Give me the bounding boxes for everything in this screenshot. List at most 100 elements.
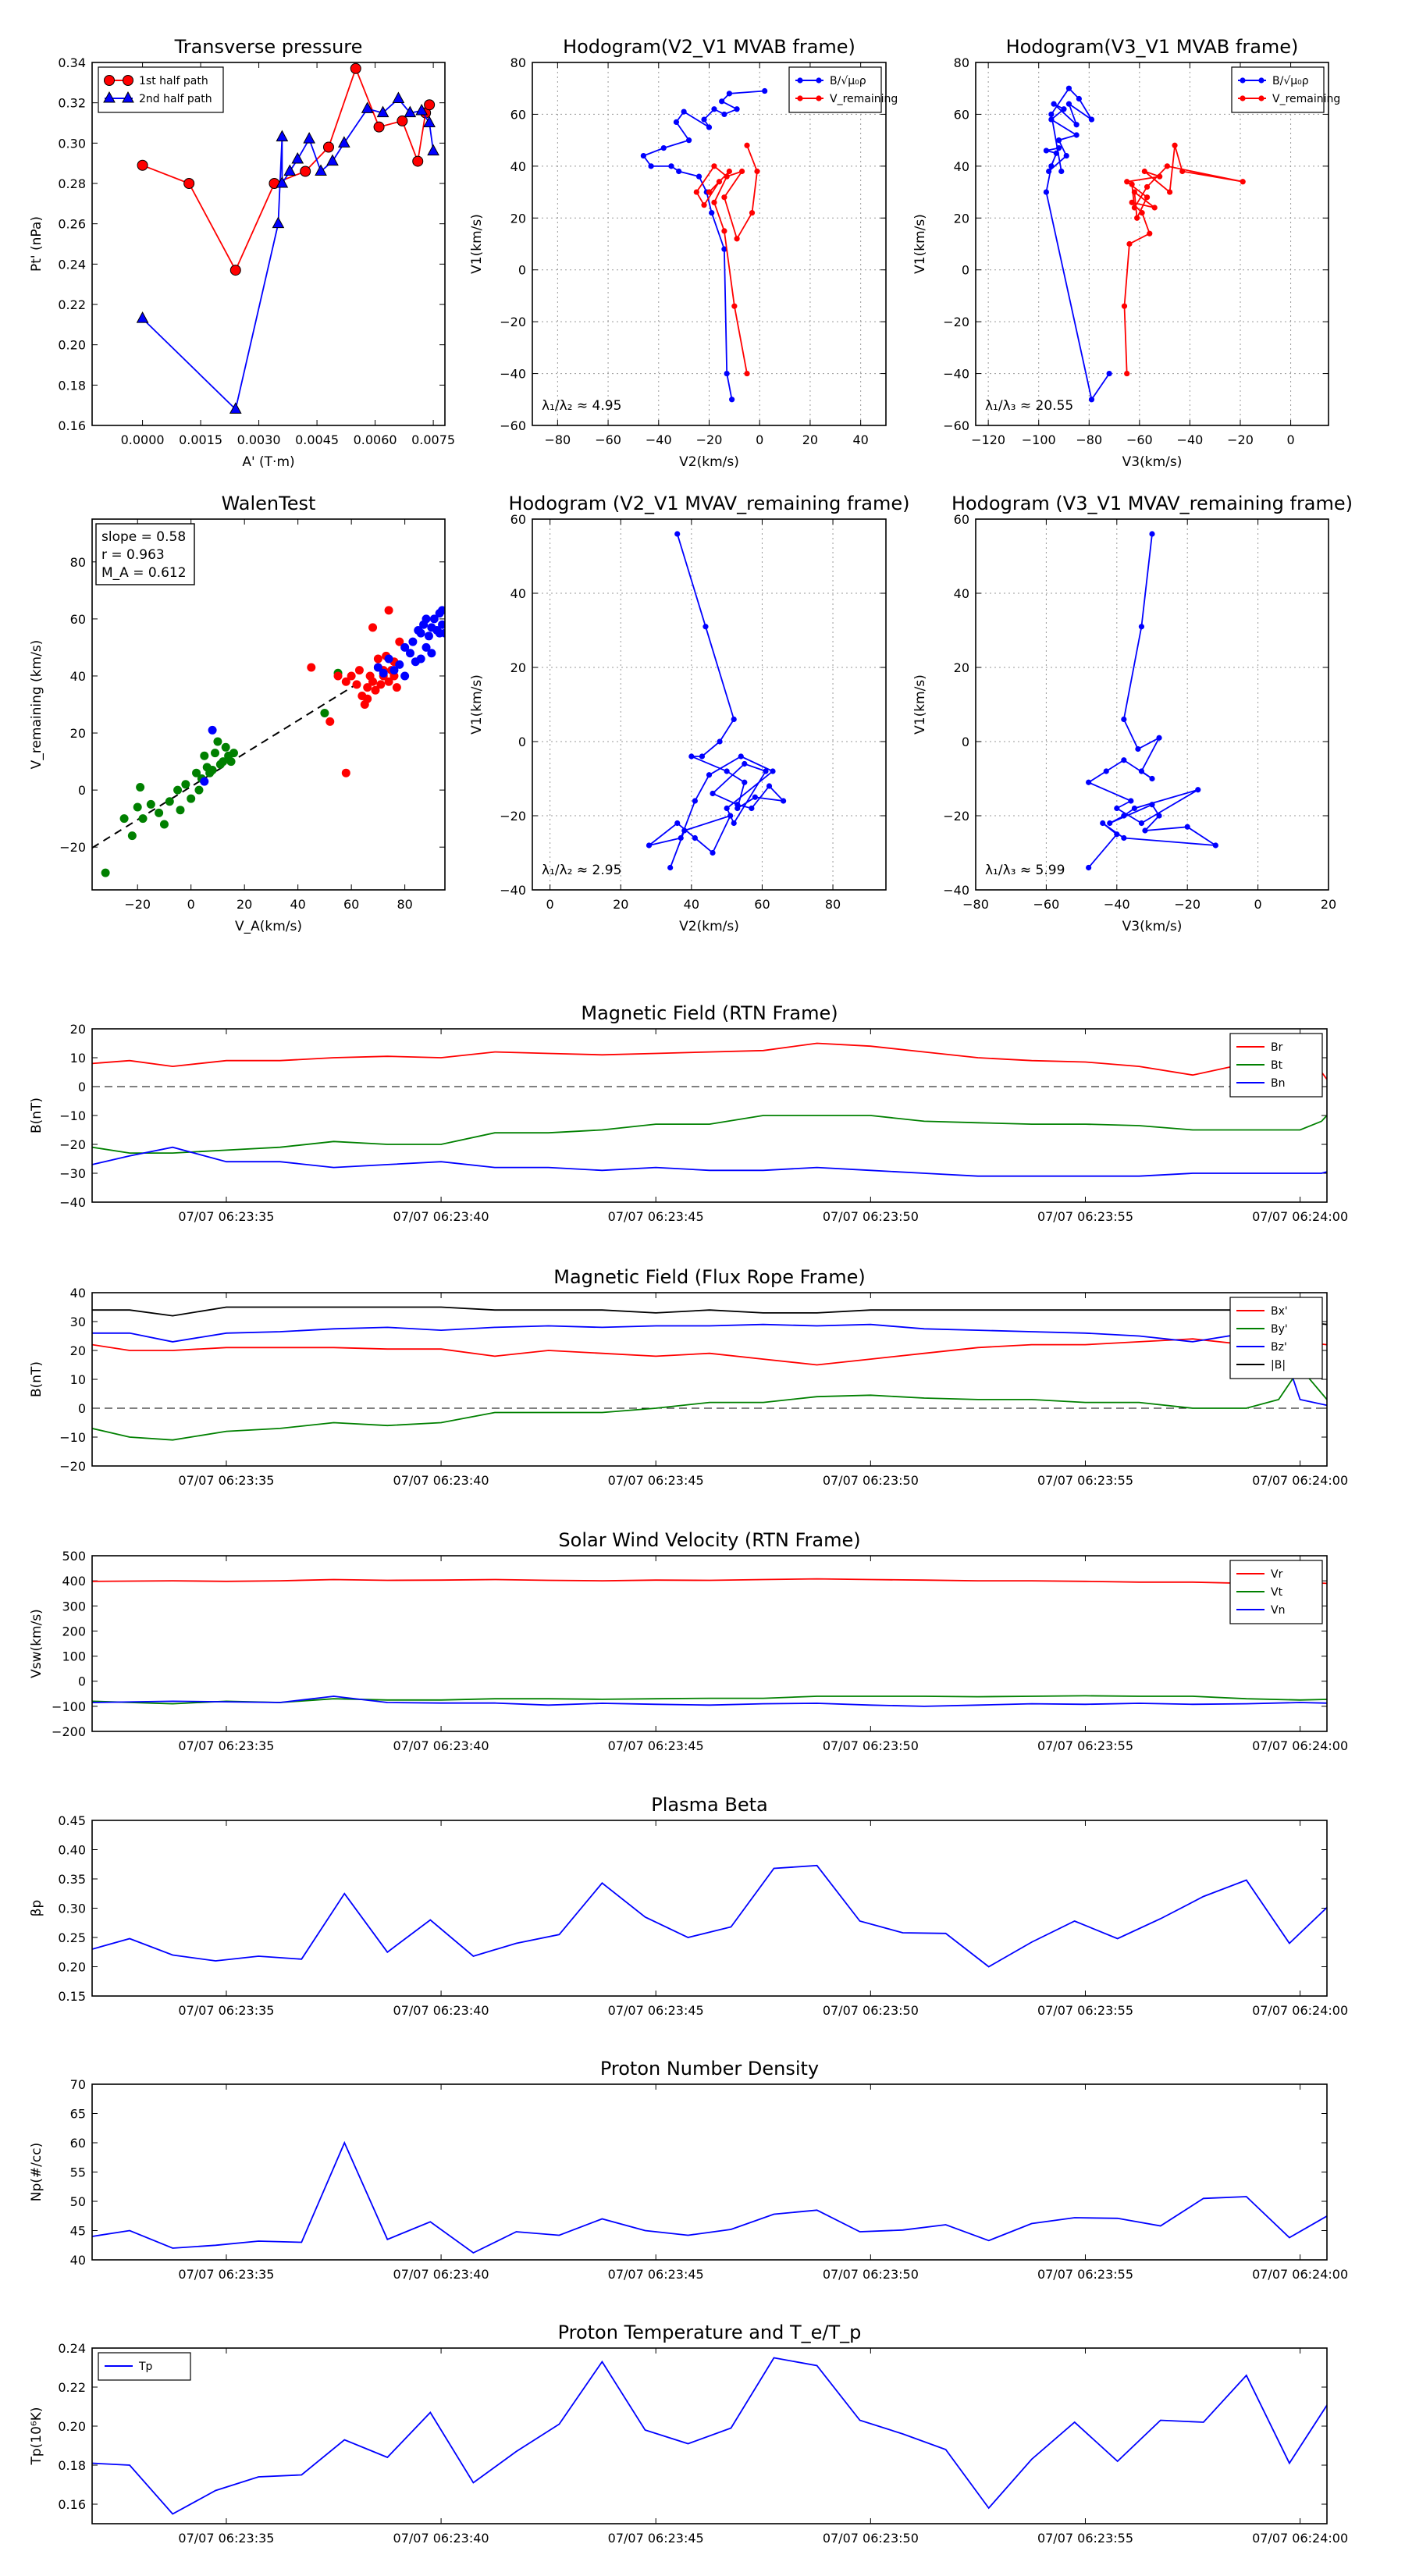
- x-tick-label: −80: [962, 897, 989, 912]
- data-point: [688, 753, 695, 760]
- series-line-Tp: [92, 2357, 1327, 2515]
- data-point: [731, 820, 737, 827]
- y-axis-label: V1(km/s): [912, 214, 928, 274]
- data-point: [1149, 531, 1155, 537]
- y-tick-label: 0.30: [58, 1902, 86, 1916]
- data-point: [438, 620, 445, 629]
- y-tick-label: 0.35: [58, 1872, 86, 1887]
- x-axis-label: V_A(km/s): [235, 919, 302, 934]
- chart-transverse: Transverse pressure 0.0000 0.0015 0.0030 0.0…: [29, 36, 455, 470]
- data-point: [706, 772, 713, 778]
- chart-title: Hodogram (V3_V1 MVAV_remaining frame): [951, 493, 1353, 514]
- x-tick-label: −60: [1033, 897, 1060, 912]
- y-tick-label: 20: [70, 1022, 86, 1037]
- x-tick-label: −20: [1227, 432, 1254, 447]
- data-point: [187, 794, 196, 803]
- data-point: [422, 614, 431, 624]
- y-tick-label: 0.32: [58, 96, 86, 111]
- data-point: [176, 806, 185, 815]
- x-tick-label: 07/07 06:24:00: [1252, 1738, 1348, 1753]
- y-tick-label: 0.45: [58, 1813, 86, 1828]
- y-tick-label: −100: [52, 1699, 86, 1714]
- data-point: [1058, 168, 1065, 175]
- data-point: [1121, 834, 1127, 841]
- data-point: [1100, 820, 1106, 827]
- data-point: [1053, 150, 1059, 156]
- data-point: [1157, 173, 1163, 180]
- chart-title: Magnetic Field (Flux Rope Frame): [553, 1266, 865, 1288]
- data-point: [408, 637, 418, 646]
- y-tick-label: −30: [59, 1166, 86, 1181]
- data-point: [416, 654, 425, 664]
- data-point: [1151, 205, 1158, 211]
- data-point: [724, 805, 730, 812]
- data-point: [1195, 787, 1201, 793]
- series-line-Bx': [92, 1338, 1327, 1366]
- data-point: [1129, 199, 1135, 205]
- x-tick-label: 60: [754, 897, 770, 912]
- x-tick-label: 07/07 06:23:55: [1037, 2003, 1133, 2018]
- data-point: [352, 680, 361, 689]
- plot-area: [92, 1042, 1327, 1177]
- legend-box: [1229, 1033, 1323, 1098]
- data-point: [701, 202, 707, 208]
- y-tick-label: −20: [500, 809, 526, 824]
- data-point: [138, 814, 148, 824]
- data-point: [404, 105, 417, 118]
- plot-area: [1043, 85, 1246, 403]
- x-tick-label: 0.0000: [121, 432, 165, 447]
- y-tick-label: 0.24: [58, 257, 86, 272]
- series-line-2nd half path: [141, 98, 434, 411]
- data-point: [272, 216, 285, 229]
- data-point: [681, 827, 688, 834]
- y-tick-label: 20: [954, 660, 969, 675]
- data-point: [1043, 189, 1049, 195]
- data-point: [1126, 240, 1133, 247]
- data-point: [1142, 827, 1148, 834]
- plot-frame: [532, 62, 887, 426]
- y-tick-label: 0: [78, 1674, 86, 1689]
- data-point: [101, 868, 110, 877]
- data-point: [692, 834, 698, 841]
- data-point: [315, 164, 327, 176]
- data-point: [173, 785, 183, 795]
- y-tick-label: 60: [510, 107, 526, 122]
- data-point: [1065, 101, 1072, 107]
- data-point: [165, 797, 174, 806]
- series-line-By': [92, 1366, 1327, 1441]
- chart-title: Hodogram (V2_V1 MVAV_remaining frame): [508, 493, 909, 514]
- x-tick-label: 07/07 06:24:00: [1252, 2531, 1348, 2546]
- data-point: [137, 159, 148, 171]
- stats-text: r = 0.963: [101, 547, 165, 563]
- data-point: [1061, 106, 1067, 112]
- x-tick-label: 20: [1321, 897, 1336, 912]
- data-point: [384, 606, 393, 615]
- y-tick-label: 0.24: [58, 2341, 86, 2356]
- data-point: [405, 649, 414, 658]
- plot-area: [92, 2140, 1327, 2254]
- y-tick-label: 300: [62, 1599, 86, 1614]
- data-point: [1147, 230, 1153, 237]
- data-point: [395, 660, 404, 669]
- data-point: [752, 794, 758, 800]
- x-tick-label: 0.0045: [295, 432, 339, 447]
- y-tick-label: 20: [954, 211, 969, 226]
- x-tick-label: 07/07 06:23:40: [393, 2003, 489, 2018]
- data-point: [1138, 768, 1145, 774]
- data-point: [1076, 95, 1082, 102]
- y-tick-label: 40: [510, 586, 526, 601]
- y-tick-label: 200: [62, 1624, 86, 1638]
- data-point: [400, 642, 410, 652]
- data-point: [724, 370, 730, 377]
- data-point: [711, 163, 717, 169]
- data-point: [1055, 145, 1062, 151]
- x-tick-label: −40: [646, 432, 672, 447]
- data-point: [1073, 132, 1080, 138]
- x-axis-label: A' (T·m): [242, 454, 294, 470]
- legend: 1st half path 2nd half path: [98, 66, 224, 113]
- plot-area: [92, 2357, 1327, 2515]
- y-tick-label: 20: [510, 211, 526, 226]
- data-point: [376, 680, 386, 689]
- y-tick-label: 60: [70, 2136, 86, 2151]
- data-point: [1141, 168, 1147, 175]
